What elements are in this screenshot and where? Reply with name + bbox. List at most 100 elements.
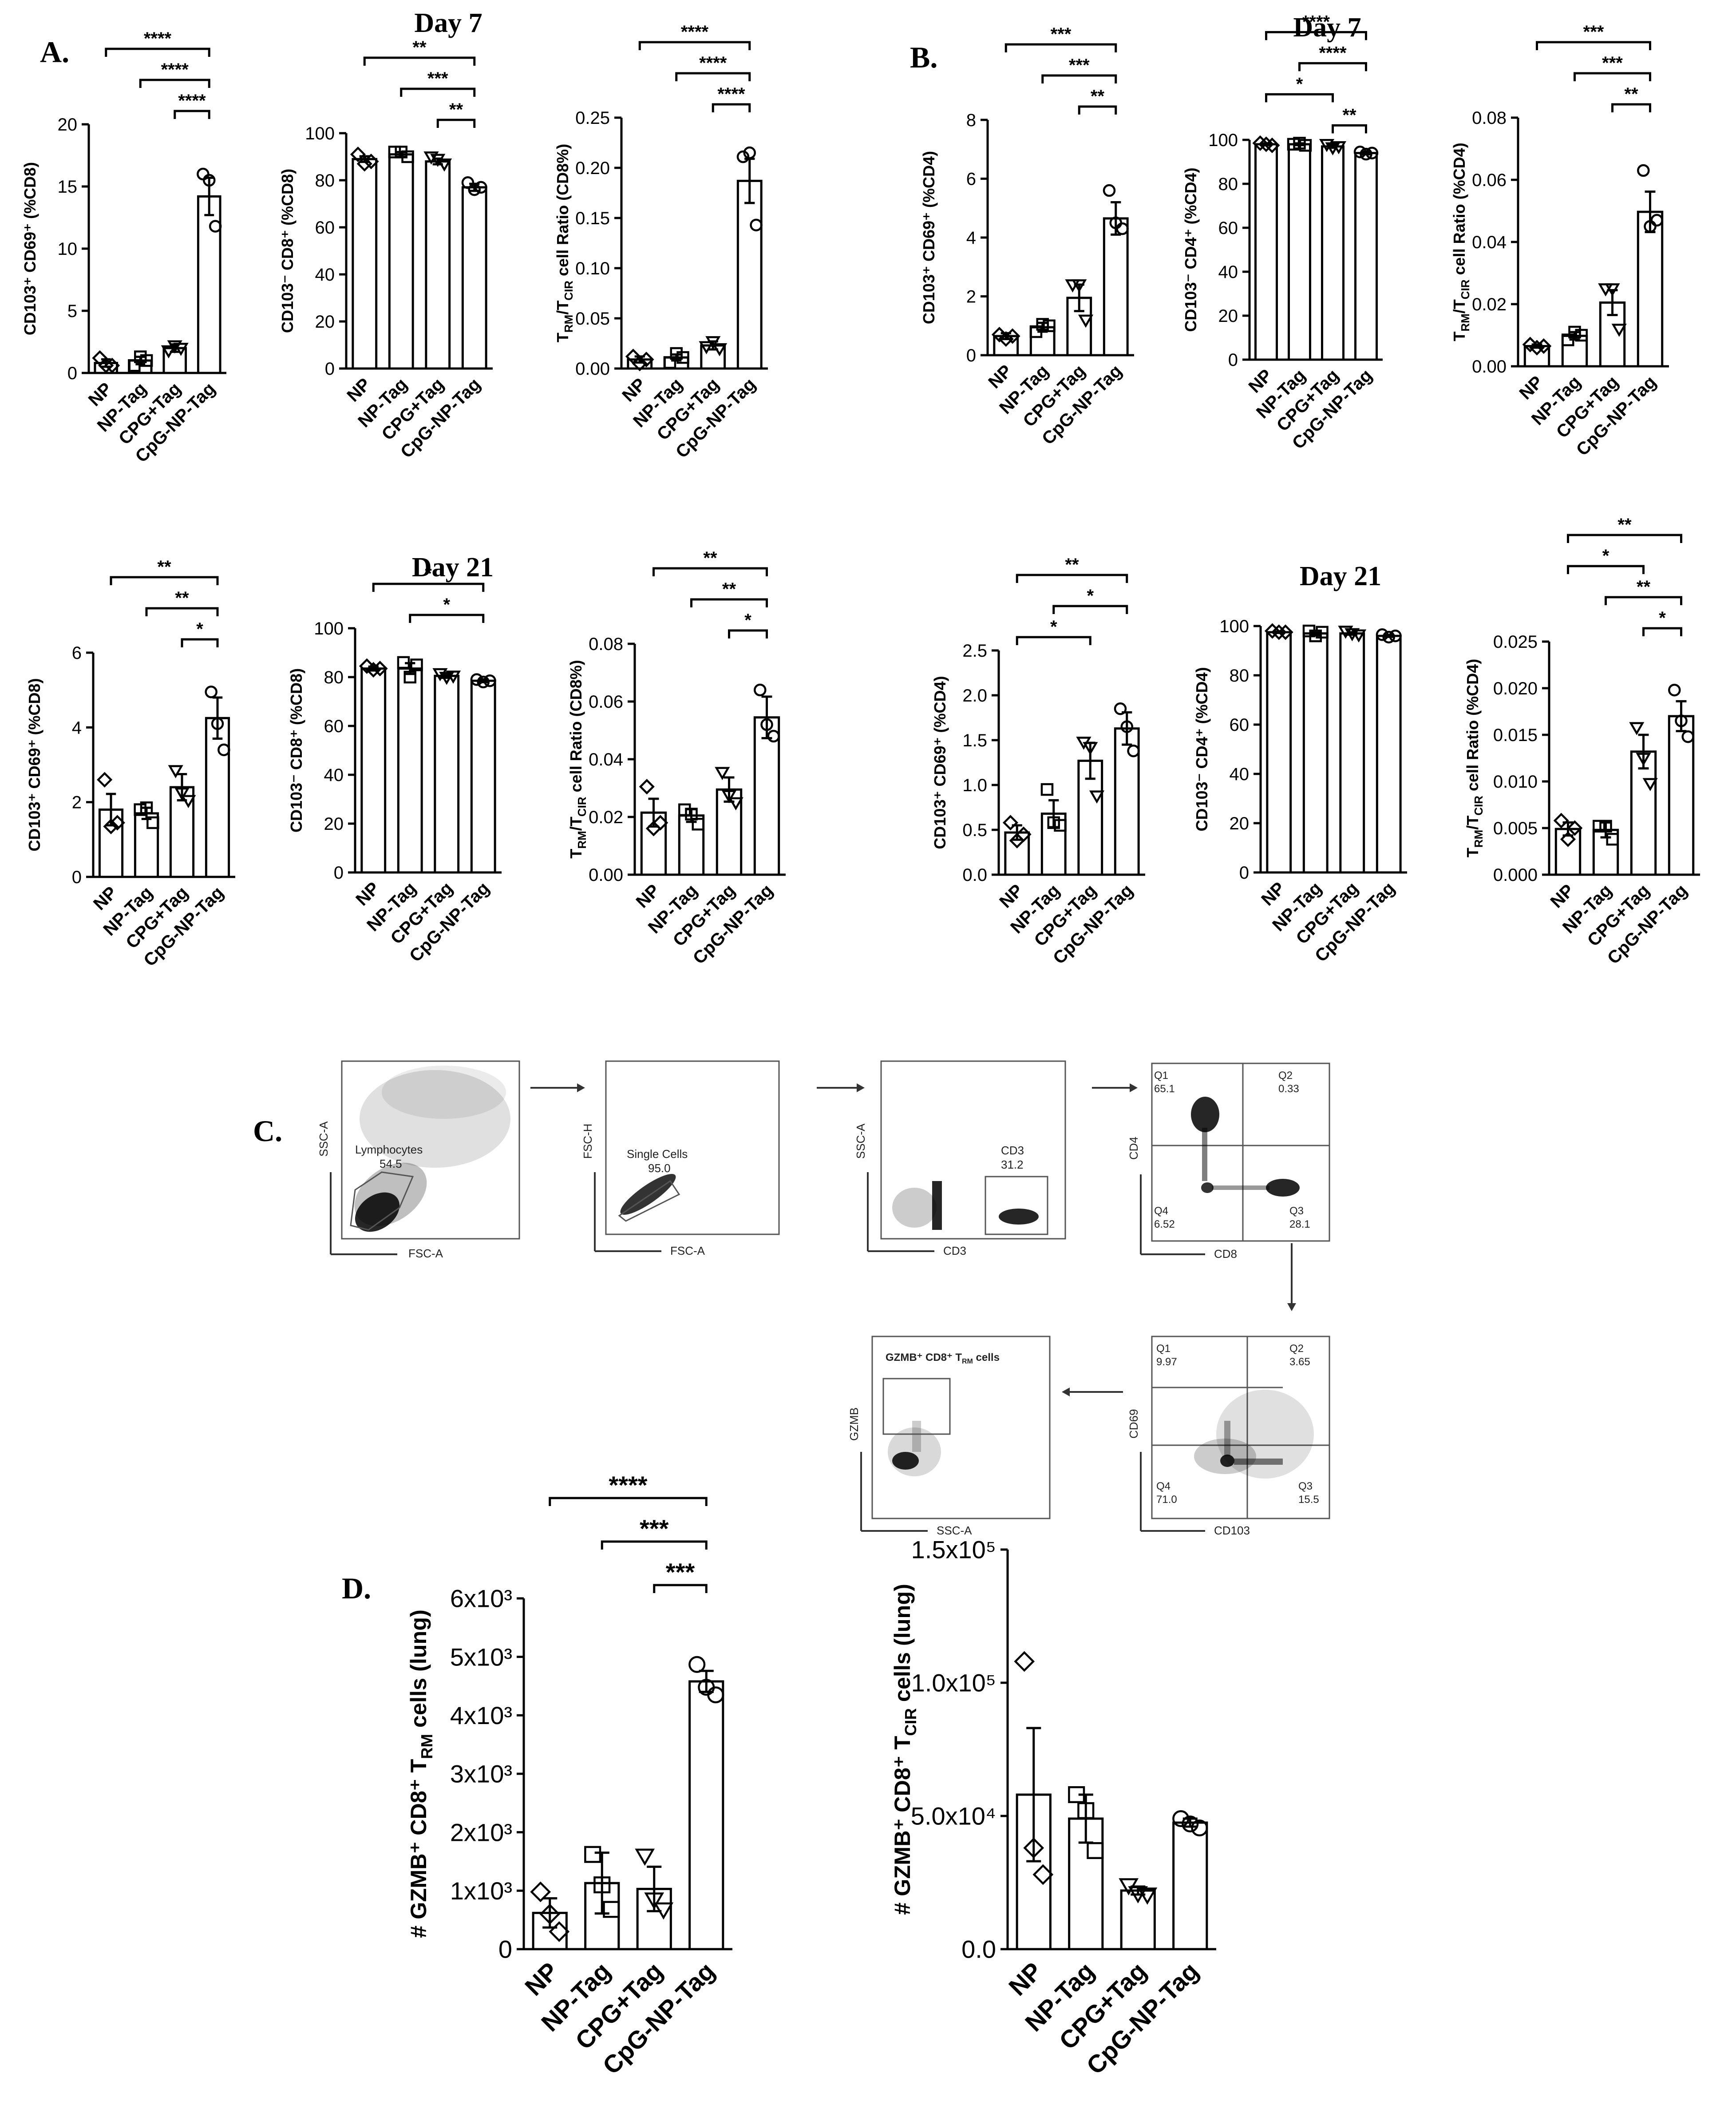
data-point xyxy=(401,150,414,163)
flow-gate-label: Lymphocytes xyxy=(355,1143,423,1156)
panel-label-d: D. xyxy=(342,1571,371,1605)
bar xyxy=(736,179,763,370)
flow-scatter-density xyxy=(1212,1185,1269,1190)
flow-quadrant-label: Q1 xyxy=(1154,1070,1168,1082)
significance-label: **** xyxy=(717,84,745,104)
bar xyxy=(688,1680,724,1950)
significance-bracket xyxy=(174,110,210,119)
significance-bracket xyxy=(675,72,751,81)
y-tick-label: 40 xyxy=(315,265,335,285)
significance-bracket xyxy=(145,607,219,616)
y-tick-label: 40 xyxy=(1230,765,1250,784)
flow-plot-lymphocytes: Lymphocytes 54.5 FSC-A SSC-A xyxy=(317,1060,520,1260)
y-tick-label: 60 xyxy=(1218,218,1238,238)
significance-bracket xyxy=(1078,105,1117,115)
data-point xyxy=(1675,714,1688,727)
data-point xyxy=(173,343,189,356)
significance-label: ** xyxy=(449,100,463,119)
significance-label: *** xyxy=(1069,55,1090,75)
bar xyxy=(1103,217,1129,357)
flow-axis-y-label: CD4 xyxy=(1127,1137,1140,1160)
y-axis-label-part: /T xyxy=(1463,816,1482,830)
significance-label: *** xyxy=(1051,24,1072,44)
data-point xyxy=(1252,135,1268,151)
data-point xyxy=(1309,629,1322,642)
data-point xyxy=(1078,314,1094,328)
significance-bracket xyxy=(110,576,219,585)
flow-axis-x-label: CD8 xyxy=(1214,1247,1237,1261)
significance-bracket xyxy=(1052,605,1128,614)
significance-label: *** xyxy=(1583,22,1604,42)
significance-bracket xyxy=(1567,565,1645,574)
bar xyxy=(1321,145,1345,361)
significance-bracket xyxy=(372,583,485,592)
category-label: NP xyxy=(1003,1957,1048,2001)
y-tick-label: 20 xyxy=(1218,306,1238,326)
y-axis-label: CD103⁺ CD69⁺ (%CD4) xyxy=(931,676,949,849)
data-point xyxy=(692,818,704,831)
y-tick-label: 0.08 xyxy=(1472,108,1507,128)
significance-bracket xyxy=(1611,103,1651,112)
y-axis-label: CD103⁺ CD69⁺ (%CD8) xyxy=(25,678,43,851)
flow-scatter-density xyxy=(1224,1421,1230,1456)
data-point xyxy=(197,167,210,181)
flow-plot-gzmb: GZMB⁺ CD8⁺ TRM cells SSC-A GZMB xyxy=(847,1336,1051,1537)
flow-gate-lymphocytes xyxy=(350,1171,414,1231)
data-point xyxy=(1351,629,1367,643)
data-point xyxy=(432,668,448,682)
y-tick-label: 60 xyxy=(1230,715,1250,735)
y-tick-label: 5 xyxy=(67,301,77,321)
data-point xyxy=(410,658,423,671)
significance-bracket xyxy=(139,79,210,88)
y-axis-label-part: # GZMB⁺ CD8⁺ T xyxy=(890,1736,915,1915)
y-tick-label: 0.0 xyxy=(962,865,987,885)
data-point xyxy=(217,743,230,757)
flow-quadrant-value: 3.65 xyxy=(1289,1356,1310,1368)
data-point xyxy=(1036,318,1049,331)
flow-gate-cd3 xyxy=(985,1176,1048,1235)
y-tick-label: 2.0 xyxy=(962,686,987,706)
data-point xyxy=(1681,730,1694,743)
data-point xyxy=(1668,683,1681,697)
data-point xyxy=(1089,790,1105,804)
y-tick-label: 0.10 xyxy=(575,259,610,278)
y-tick-label: 40 xyxy=(324,765,344,785)
significance-label: **** xyxy=(178,91,206,111)
y-tick-label: 0.08 xyxy=(589,634,623,654)
data-point xyxy=(1316,626,1329,639)
y-tick-label: 5.0x10⁴ xyxy=(911,1802,996,1830)
flow-arrow-5-head xyxy=(1062,1387,1070,1396)
data-point xyxy=(644,1892,664,1910)
data-point xyxy=(356,156,372,172)
data-point xyxy=(635,1848,655,1866)
y-tick-label: 40 xyxy=(1218,262,1238,282)
significance-bracket xyxy=(653,1584,708,1593)
y-axis-label-part: cell Ratio (CD8%) xyxy=(567,660,585,797)
data-point xyxy=(685,808,698,821)
data-point xyxy=(1103,184,1116,197)
data-point xyxy=(767,729,780,743)
data-point xyxy=(211,717,224,730)
data-point xyxy=(365,662,381,678)
flow-scatter-density xyxy=(999,1209,1039,1225)
flow-axis-y-label: GZMB xyxy=(847,1407,861,1441)
significance-bracket xyxy=(549,1497,708,1506)
data-point xyxy=(736,150,750,163)
data-point xyxy=(750,218,763,232)
y-tick-label: 0.0 xyxy=(961,1935,996,1963)
y-tick-label: 60 xyxy=(315,218,335,238)
data-point xyxy=(109,815,125,831)
y-tick-label: 80 xyxy=(324,668,344,687)
data-point xyxy=(403,670,416,684)
flow-gating: Lymphocytes 54.5 FSC-A SSC-A Single Cell… xyxy=(317,1060,1330,1537)
flow-gate-title: GZMB⁺ CD8⁺ TRM cells xyxy=(886,1352,1000,1365)
flow-plot-cd4-cd8: Q1 65.1 Q2 0.33 Q4 6.52 Q3 28.1 CD8 CD4 xyxy=(1127,1062,1330,1261)
y-tick-label: 6x10³ xyxy=(450,1585,512,1613)
significance-label: ** xyxy=(1617,515,1632,535)
data-point xyxy=(483,674,496,687)
flow-gate-value: 54.5 xyxy=(380,1157,402,1170)
y-tick-label: 0.05 xyxy=(575,309,610,329)
significance-bracket xyxy=(1332,124,1367,134)
bar xyxy=(169,786,195,878)
